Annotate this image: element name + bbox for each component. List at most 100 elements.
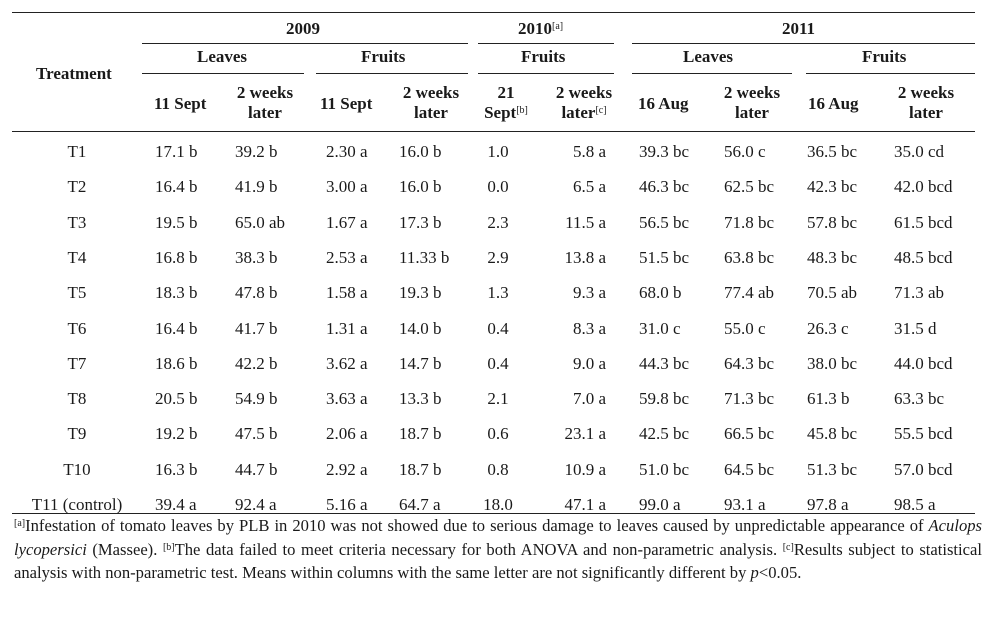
year-2010-rule	[478, 43, 614, 44]
table-cell-fruits-2009-11-sept: 3.62 a	[326, 354, 368, 373]
table-cell-fruits-2010-2-weeks-later: 9.3 a	[572, 283, 606, 302]
subheader-2-weeks-later-fruits: 2 weeks later	[402, 83, 460, 122]
footnote-a-marker: [a]	[14, 518, 26, 529]
table-cell-fruits-2010-21-sept: 2.1	[487, 389, 509, 408]
table-cell-leaves-2011-2-weeks-later: 55.0 c	[724, 319, 766, 338]
table-cell-fruits-2009-11-sept: 3.63 a	[326, 389, 368, 408]
table-cell-leaves-2009-2-weeks-later: 65.0 ab	[235, 213, 286, 232]
group-leaves-2009: Leaves	[197, 47, 248, 66]
table-cell-fruits-2011-2-weeks-later: 55.5 bcd	[894, 424, 953, 443]
table-cell-fruits-2010-2-weeks-later: 5.8 a	[572, 142, 606, 161]
table-cell-fruits-2009-2-weeks-later: 18.7 b	[399, 460, 442, 479]
subheader-2-weeks-later-fruits-2011: 2 weeks later	[897, 83, 955, 122]
table-cell-leaves-2011-16-aug: 51.5 bc	[639, 248, 690, 267]
table-cell-fruits-2011-16-aug: 26.3 c	[807, 319, 849, 338]
table-cell-fruits-2010-21-sept: 0.4	[487, 319, 509, 338]
footnote-c-p-symbol: p	[750, 563, 759, 583]
group-fruits-2011: Fruits	[862, 47, 907, 66]
group-leaves-2011: Leaves	[683, 47, 734, 66]
table-cell-fruits-2010-2-weeks-later: 47.1 a	[564, 495, 606, 514]
group-leaves-2011-rule	[632, 73, 792, 74]
table-cell-fruits-2009-2-weeks-later: 16.0 b	[399, 177, 442, 196]
table-footnotes: [a]Infestation of tomato leaves by PLB i…	[14, 514, 982, 585]
table-cell-fruits-2009-11-sept: 3.00 a	[326, 177, 368, 196]
table-cell-fruits-2011-16-aug: 42.3 bc	[807, 177, 858, 196]
table-cell-leaves-2011-16-aug: 59.8 bc	[639, 389, 690, 408]
table-cell-leaves-2011-2-weeks-later: 64.5 bc	[724, 460, 775, 479]
table-cell-fruits-2011-16-aug: 48.3 bc	[807, 248, 858, 267]
table-cell-leaves-2011-16-aug: 46.3 bc	[639, 177, 690, 196]
table-cell-treatment: T7	[67, 354, 87, 373]
footnote-c-marker: [c]	[782, 541, 794, 553]
table-cell-leaves-2011-2-weeks-later: 66.5 bc	[724, 424, 775, 443]
year-2011-rule	[632, 43, 975, 44]
table-cell-fruits-2009-2-weeks-later: 64.7 a	[399, 495, 441, 514]
table-cell-treatment: T3	[67, 213, 87, 232]
table-cell-leaves-2009-11-sept: 18.3 b	[155, 283, 198, 302]
table-cell-fruits-2011-2-weeks-later: 61.5 bcd	[894, 213, 953, 232]
table-cell-leaves-2011-2-weeks-later: 77.4 ab	[724, 283, 775, 302]
table-cell-fruits-2011-16-aug: 38.0 bc	[807, 354, 858, 373]
group-fruits-2009: Fruits	[361, 47, 406, 66]
table-cell-leaves-2009-11-sept: 20.5 b	[155, 389, 198, 408]
table-cell-fruits-2010-21-sept: 2.3	[487, 213, 509, 232]
table-cell-leaves-2009-2-weeks-later: 39.2 b	[235, 142, 278, 161]
table-cell-fruits-2011-2-weeks-later: 42.0 bcd	[894, 177, 953, 196]
table-cell-treatment: T1	[67, 142, 87, 161]
table-cell-leaves-2009-11-sept: 19.5 b	[155, 213, 198, 232]
table-cell-fruits-2009-2-weeks-later: 16.0 b	[399, 142, 442, 161]
table-cell-treatment: T6	[67, 319, 87, 338]
table-cell-fruits-2011-2-weeks-later: 44.0 bcd	[894, 354, 953, 373]
footnote-b-text: The data failed to meet criteria necessa…	[174, 539, 783, 559]
table-cell-fruits-2011-2-weeks-later: 35.0 cd	[894, 142, 945, 161]
table-cell-fruits-2009-11-sept: 1.31 a	[326, 319, 368, 338]
group-leaves-2009-rule	[142, 73, 304, 74]
table-cell-leaves-2009-11-sept: 17.1 b	[155, 142, 198, 161]
table-cell-fruits-2011-16-aug: 57.8 bc	[807, 213, 858, 232]
table-cell-fruits-2011-16-aug: 61.3 b	[807, 389, 850, 408]
group-fruits-2011-rule	[806, 73, 975, 74]
table-cell-leaves-2011-16-aug: 56.5 bc	[639, 213, 690, 232]
group-fruits-2010-rule	[478, 73, 614, 74]
footnote-c-text-end: <0.05.	[758, 563, 802, 583]
table-cell-fruits-2011-16-aug: 51.3 bc	[807, 460, 858, 479]
table-cell-fruits-2010-2-weeks-later: 7.0 a	[572, 389, 606, 408]
subheader-16-aug-fruits: 16 Aug	[808, 94, 859, 113]
table-cell-leaves-2011-2-weeks-later: 64.3 bc	[724, 354, 775, 373]
subheader-2-weeks-later-2010: 2 weeks later[c]	[555, 83, 613, 122]
subheader-2-weeks-later-leaves: 2 weeks later	[236, 83, 294, 122]
table-cell-fruits-2011-2-weeks-later: 63.3 bc	[894, 389, 945, 408]
table-cell-fruits-2011-2-weeks-later: 48.5 bcd	[894, 248, 953, 267]
table-cell-fruits-2010-2-weeks-later: 10.9 a	[564, 460, 606, 479]
top-rule	[12, 12, 975, 13]
table-cell-fruits-2009-2-weeks-later: 17.3 b	[399, 213, 442, 232]
table-cell-leaves-2011-16-aug: 68.0 b	[639, 283, 682, 302]
table-cell-leaves-2009-2-weeks-later: 47.5 b	[235, 424, 278, 443]
table-cell-treatment: T5	[67, 283, 87, 302]
table-cell-leaves-2011-16-aug: 31.0 c	[639, 319, 681, 338]
table-cell-fruits-2009-2-weeks-later: 14.0 b	[399, 319, 442, 338]
subheader-16-aug-leaves: 16 Aug	[638, 94, 689, 113]
table-bottom-rule	[12, 513, 975, 514]
table-cell-fruits-2009-11-sept: 2.30 a	[326, 142, 368, 161]
table-cell-leaves-2009-2-weeks-later: 44.7 b	[235, 460, 278, 479]
table-cell-fruits-2011-2-weeks-later: 71.3 ab	[894, 283, 945, 302]
subheader-21-sept: 21 Sept[b]	[484, 83, 528, 122]
table-cell-fruits-2011-16-aug: 70.5 ab	[807, 283, 858, 302]
subheader-2-weeks-later-leaves-2011: 2 weeks later	[723, 83, 781, 122]
treatment-header: Treatment	[36, 64, 112, 83]
table-cell-leaves-2011-2-weeks-later: 63.8 bc	[724, 248, 775, 267]
table-cell-fruits-2009-11-sept: 2.06 a	[326, 424, 368, 443]
table-cell-leaves-2011-16-aug: 39.3 bc	[639, 142, 690, 161]
footnote-b-marker: [b]	[162, 541, 175, 553]
table-cell-leaves-2009-2-weeks-later: 47.8 b	[235, 283, 278, 302]
year-2011-header: 2011	[782, 19, 816, 38]
footnote-a-species: Aculops lycopersici	[14, 516, 982, 559]
table-cell-treatment: T10	[63, 460, 91, 479]
table-cell-fruits-2010-2-weeks-later: 13.8 a	[564, 248, 606, 267]
table-cell-leaves-2009-11-sept: 19.2 b	[155, 424, 198, 443]
table-cell-treatment: T2	[67, 177, 87, 196]
year-2010-header: 2010[a]	[518, 19, 564, 38]
table-cell-leaves-2011-16-aug: 99.0 a	[639, 495, 681, 514]
